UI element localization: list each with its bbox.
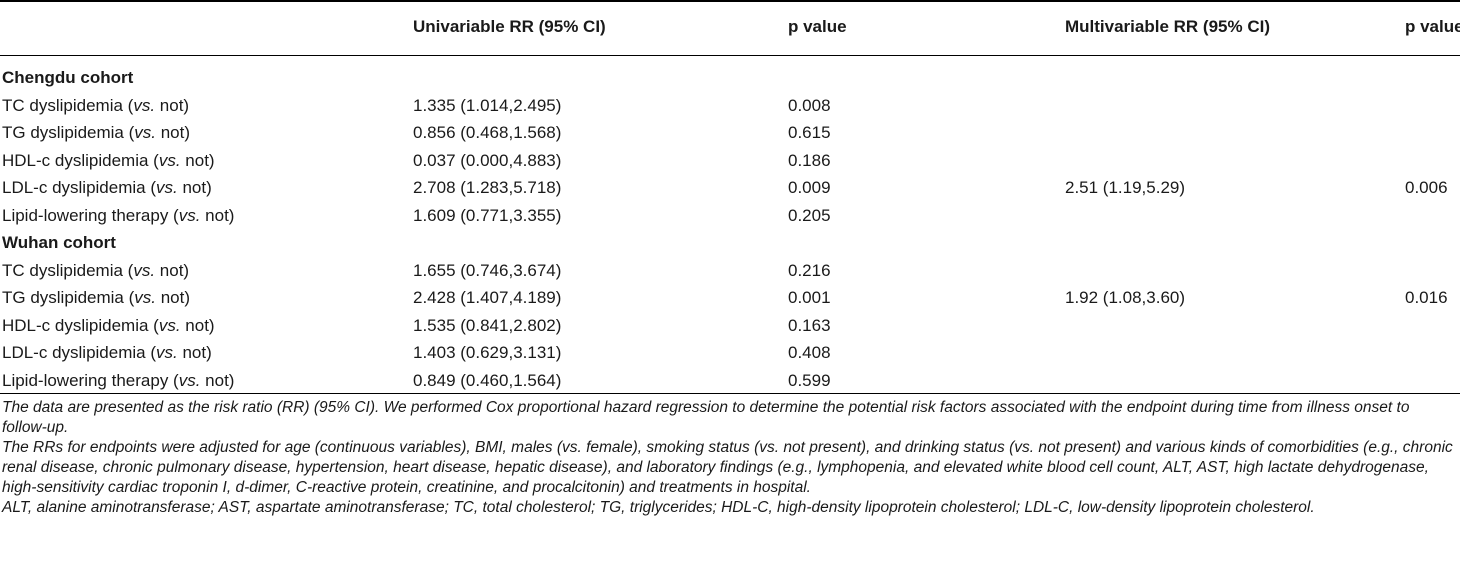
row-label-text: TC dyslipidemia — [2, 261, 123, 280]
univariable-rr: 1.609 (0.771,3.355) — [413, 206, 562, 225]
row-label-suffix: not) — [156, 288, 191, 307]
row-label-vs: vs. — [156, 178, 178, 197]
row-label-paren: ( — [168, 371, 179, 390]
footnote-1: The data are presented as the risk ratio… — [2, 399, 1410, 436]
row-label-text: HDL-c dyslipidemia — [2, 151, 149, 170]
row-label-text: TC dyslipidemia — [2, 96, 123, 115]
header-p-value-2: p value — [1405, 17, 1460, 36]
univariable-rr: 2.428 (1.407,4.189) — [413, 288, 562, 307]
header-univariable: Univariable RR (95% CI) — [413, 17, 606, 36]
row-label: HDL-c dyslipidemia (vs. not) — [2, 316, 215, 336]
row-label-text: HDL-c dyslipidemia — [2, 316, 149, 335]
univariable-rr: 0.856 (0.468,1.568) — [413, 123, 562, 142]
row-label-paren: ( — [168, 206, 179, 225]
row-label-paren: ( — [122, 96, 134, 115]
table-bottom-rule — [0, 393, 1460, 394]
header-multivariable: Multivariable RR (95% CI) — [1065, 17, 1270, 36]
footnote-2: The RRs for endpoints were adjusted for … — [2, 439, 1453, 496]
multivariable-rr: 1.92 (1.08,3.60) — [1065, 288, 1186, 307]
univariable-rr: 2.708 (1.283,5.718) — [413, 178, 562, 197]
univariable-rr: 1.403 (0.629,3.131) — [413, 343, 562, 362]
row-label-paren: ( — [145, 343, 157, 362]
row-label: Lipid-lowering therapy (vs. not) — [2, 371, 234, 391]
row-label-suffix: not) — [180, 316, 215, 335]
row-label: LDL-c dyslipidemia (vs. not) — [2, 178, 212, 198]
univariable-p-value: 0.186 — [788, 151, 831, 170]
row-label-paren: ( — [123, 288, 135, 307]
group-title: Wuhan cohort — [2, 233, 116, 252]
multivariable-p-value: 0.006 — [1405, 178, 1448, 197]
univariable-p-value: 0.408 — [788, 343, 831, 362]
row-label: TG dyslipidemia (vs. not) — [2, 288, 190, 308]
row-label: Lipid-lowering therapy (vs. not) — [2, 206, 234, 226]
row-label-paren: ( — [145, 178, 157, 197]
row-label-vs: vs. — [178, 206, 201, 225]
row-label: TC dyslipidemia (vs. not) — [2, 261, 189, 281]
row-label-vs: vs. — [178, 371, 201, 390]
univariable-p-value: 0.216 — [788, 261, 831, 280]
row-label-paren: ( — [123, 123, 135, 142]
row-label-vs: vs. — [158, 151, 181, 170]
multivariable-rr: 2.51 (1.19,5.29) — [1065, 178, 1186, 197]
univariable-p-value: 0.205 — [788, 206, 831, 225]
univariable-p-value: 0.008 — [788, 96, 831, 115]
row-label-paren: ( — [148, 316, 159, 335]
row-label-suffix: not) — [177, 343, 212, 362]
univariable-p-value: 0.615 — [788, 123, 831, 142]
univariable-rr: 0.849 (0.460,1.564) — [413, 371, 562, 390]
header-rule — [0, 55, 1460, 56]
row-label-paren: ( — [122, 261, 134, 280]
multivariable-p-value: 0.016 — [1405, 288, 1448, 307]
row-label-suffix: not) — [155, 261, 190, 280]
univariable-rr: 1.655 (0.746,3.674) — [413, 261, 562, 280]
group-title: Chengdu cohort — [2, 68, 134, 87]
row-label-vs: vs. — [133, 96, 156, 115]
univariable-rr: 0.037 (0.000,4.883) — [413, 151, 562, 170]
univariable-p-value: 0.163 — [788, 316, 831, 335]
row-label-text: LDL-c dyslipidemia — [2, 343, 146, 362]
row-label-suffix: not) — [177, 178, 212, 197]
row-label-text: TG dyslipidemia — [2, 288, 124, 307]
header-p-value-1: p value — [788, 17, 847, 36]
row-label-paren: ( — [148, 151, 159, 170]
row-label-text: TG dyslipidemia — [2, 123, 124, 142]
row-label-vs: vs. — [134, 288, 156, 307]
row-label-suffix: not) — [200, 371, 235, 390]
univariable-p-value: 0.009 — [788, 178, 831, 197]
row-label-suffix: not) — [155, 96, 190, 115]
row-label-text: LDL-c dyslipidemia — [2, 178, 146, 197]
row-label-vs: vs. — [158, 316, 181, 335]
row-label-vs: vs. — [156, 343, 178, 362]
univariable-rr: 1.335 (1.014,2.495) — [413, 96, 562, 115]
row-label-suffix: not) — [200, 206, 235, 225]
row-label-text: Lipid-lowering therapy — [2, 206, 169, 225]
row-label-text: Lipid-lowering therapy — [2, 371, 169, 390]
table-footnotes: The data are presented as the risk ratio… — [2, 398, 1454, 518]
row-label-suffix: not) — [156, 123, 191, 142]
row-label-vs: vs. — [134, 123, 156, 142]
table-top-rule — [0, 0, 1460, 2]
row-label-vs: vs. — [133, 261, 156, 280]
row-label: TG dyslipidemia (vs. not) — [2, 123, 190, 143]
univariable-p-value: 0.599 — [788, 371, 831, 390]
univariable-rr: 1.535 (0.841,2.802) — [413, 316, 562, 335]
footnote-3: ALT, alanine aminotransferase; AST, aspa… — [2, 499, 1315, 516]
row-label: LDL-c dyslipidemia (vs. not) — [2, 343, 212, 363]
row-label: TC dyslipidemia (vs. not) — [2, 96, 189, 116]
row-label: HDL-c dyslipidemia (vs. not) — [2, 151, 215, 171]
univariable-p-value: 0.001 — [788, 288, 831, 307]
row-label-suffix: not) — [180, 151, 215, 170]
